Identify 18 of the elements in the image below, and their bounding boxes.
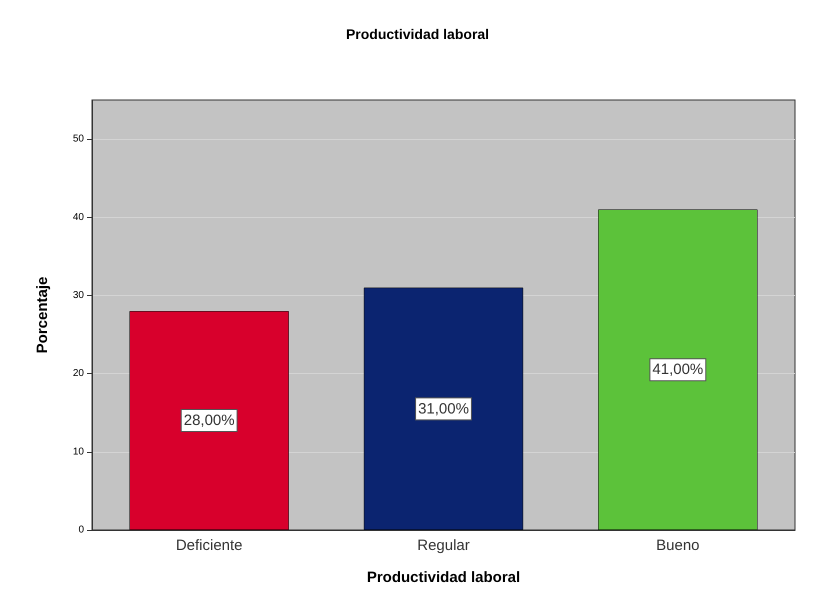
y-tick-label: 20 <box>72 368 84 380</box>
data-label: 28,00% <box>184 412 235 430</box>
x-tick-label: Bueno <box>656 537 700 554</box>
data-label: 31,00% <box>418 400 469 418</box>
bar <box>364 288 524 530</box>
y-tick-label: 0 <box>78 524 84 536</box>
bar <box>129 311 289 530</box>
bar <box>598 209 758 530</box>
data-label: 41,00% <box>652 361 704 378</box>
y-axis-title: Porcentaje <box>34 276 51 354</box>
y-tick-label: 10 <box>72 446 84 458</box>
chart-title: Productividad laboral <box>346 26 490 42</box>
x-tick-label: Regular <box>417 537 470 554</box>
y-tick-label: 50 <box>72 134 84 145</box>
x-axis-title: Productividad laboral <box>366 569 520 586</box>
y-tick-label: 40 <box>72 212 84 223</box>
y-tick-label: 30 <box>72 290 84 301</box>
x-tick-label: Deficiente <box>176 537 243 554</box>
